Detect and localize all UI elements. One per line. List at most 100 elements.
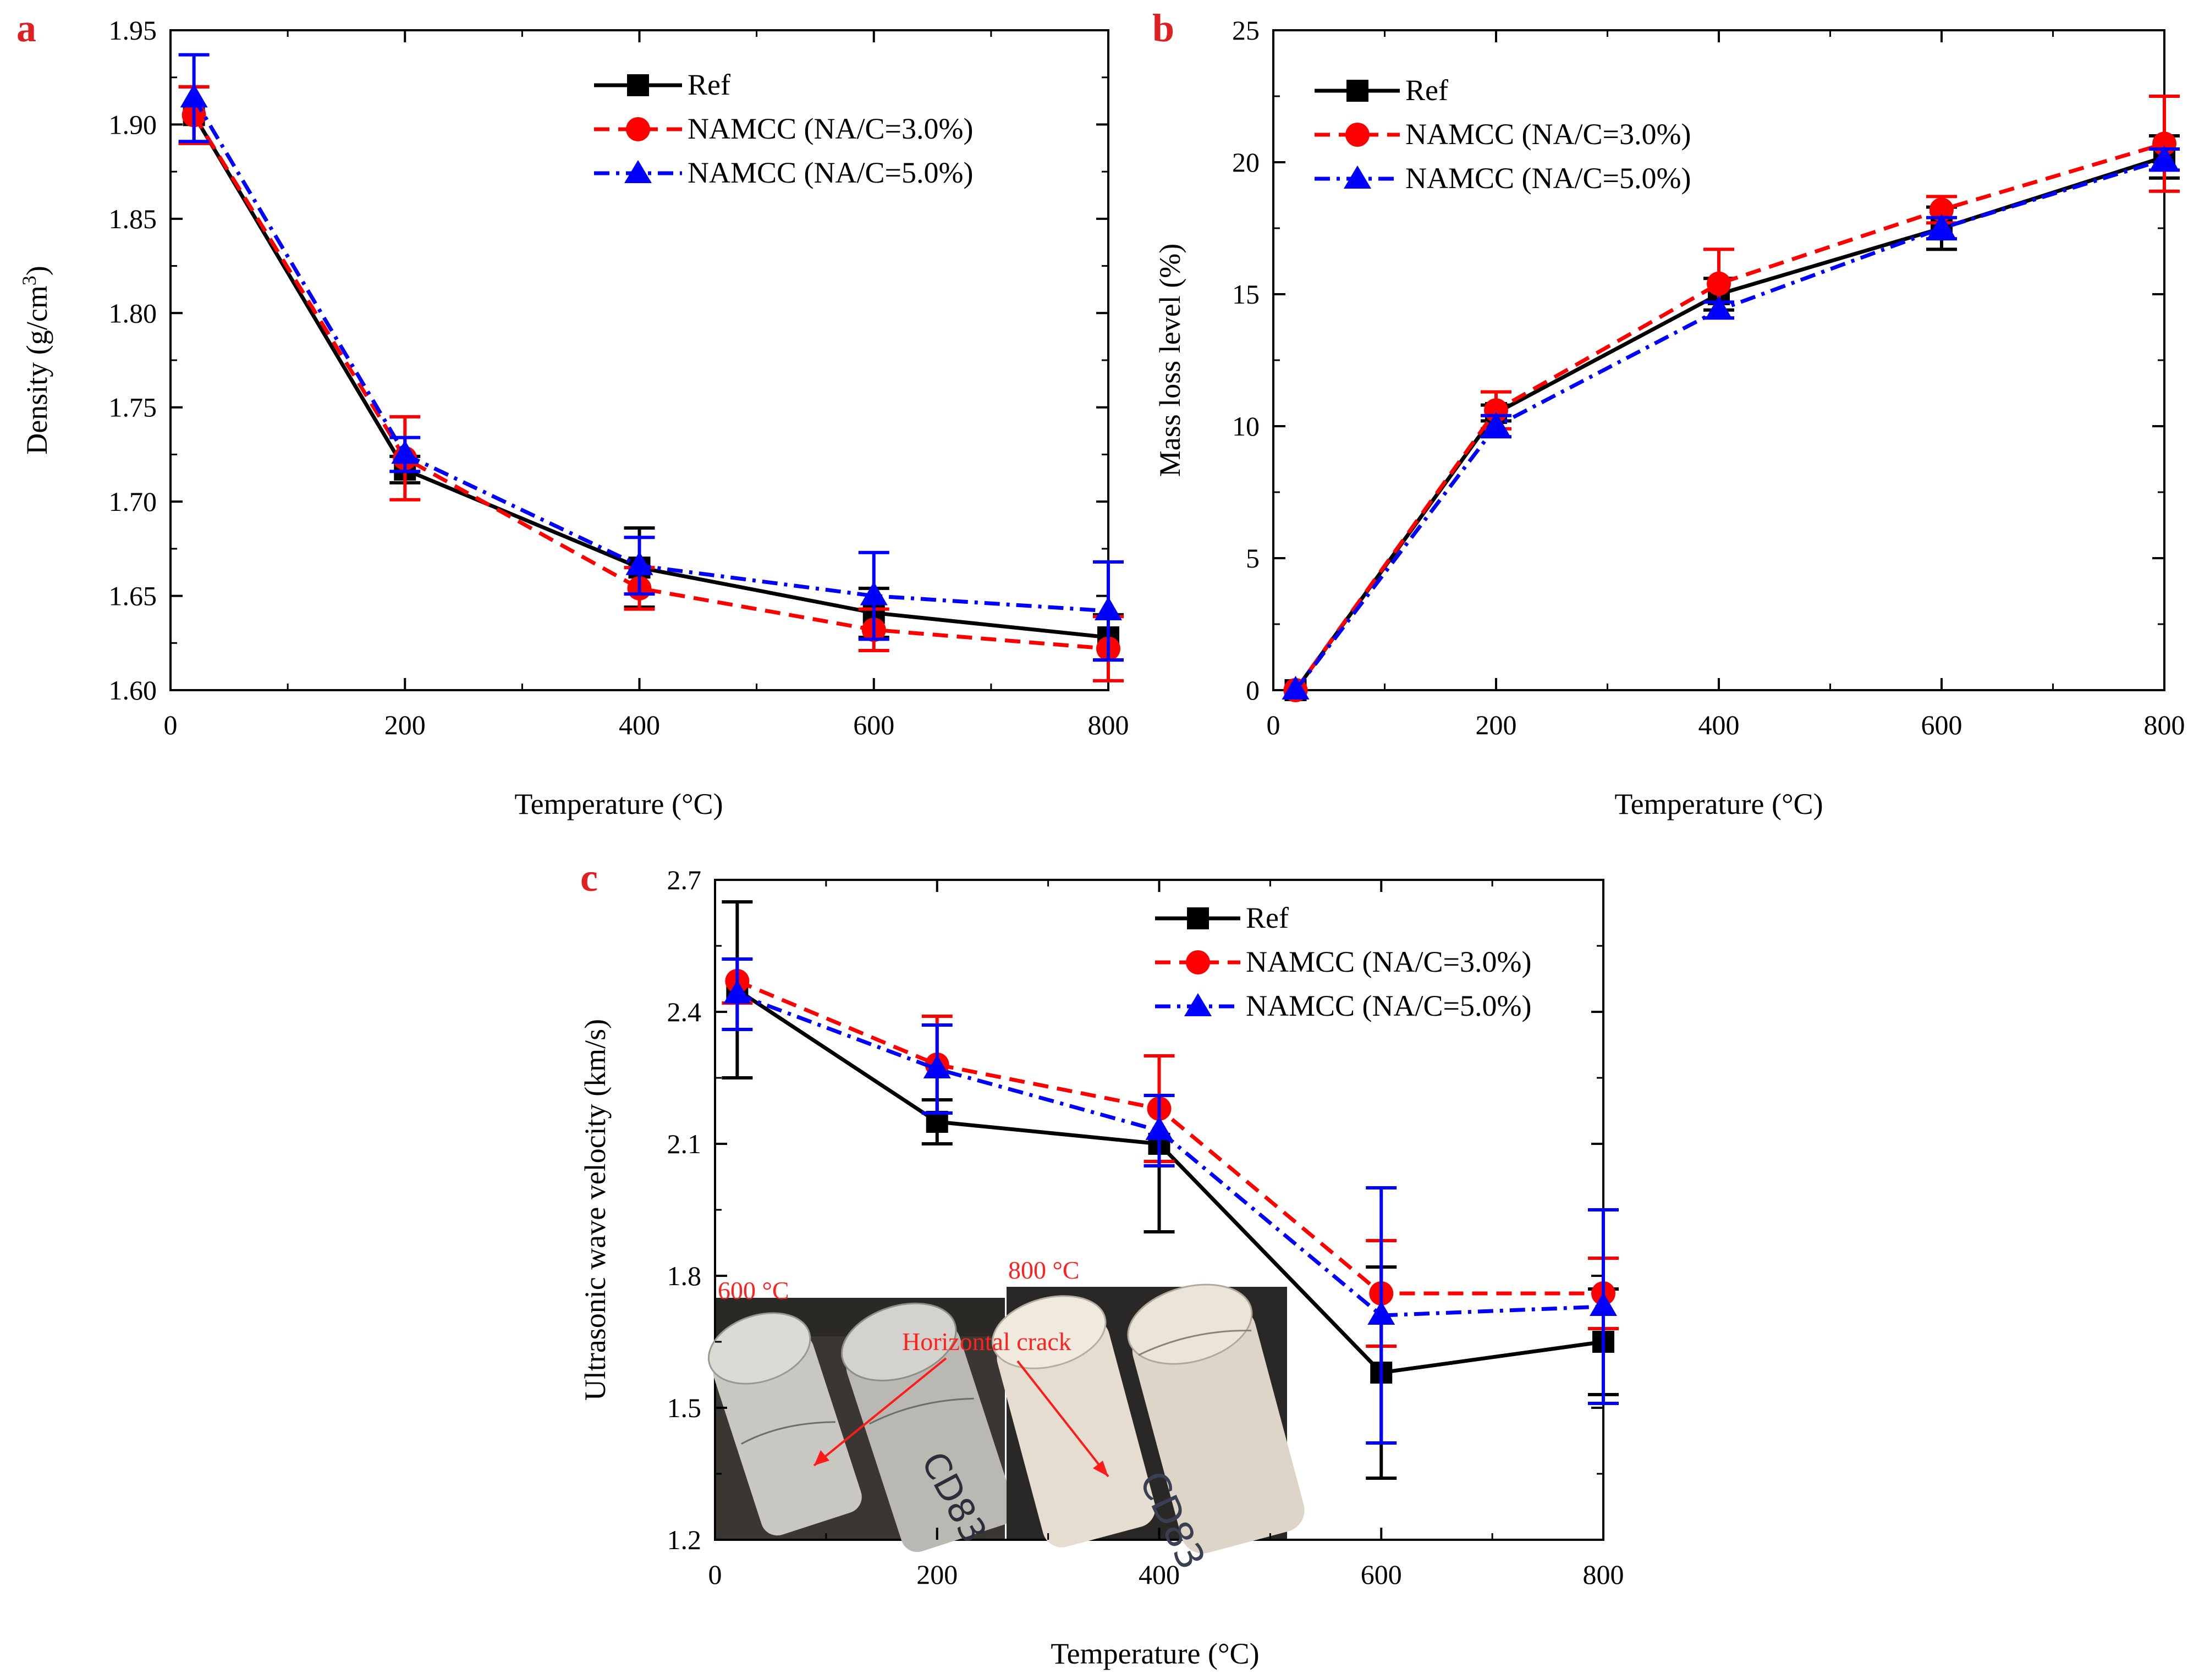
series-ref-b: [1284, 134, 2180, 701]
legend-label-namcc3-a: NAMCC (NA/C=3.0%): [688, 112, 973, 145]
x-tick-label-c-400: 400: [1139, 1559, 1180, 1590]
y-tick-label-a: 1.80: [109, 298, 157, 328]
y-tick-label-c: 2.1: [667, 1128, 702, 1159]
data-point-namcc5-c-800: [1590, 1292, 1617, 1316]
x-axis-label-b: Temperature (°C): [1614, 787, 1823, 820]
x-axis-label-a: Temperature (°C): [514, 787, 723, 820]
x-axis-label-c: Temperature (°C): [1051, 1637, 1259, 1670]
data-point-namcc5-b-200: [1482, 412, 1510, 436]
photo-600c: CD83 600 °C: [707, 1276, 1015, 1552]
legend-label-ref-c: Ref: [1246, 901, 1289, 934]
data-point-namcc5-a-20: [180, 84, 208, 108]
crack-annotation-label: Horizontal crack: [902, 1328, 1071, 1356]
legend-label-namcc5-c: NAMCC (NA/C=5.0%): [1246, 989, 1531, 1022]
photo-label-800c: 800 °C: [1008, 1256, 1080, 1284]
series-line-namcc3-b: [1294, 142, 2165, 692]
y-tick-label-a: 1.90: [109, 109, 157, 140]
series-line-namcc5-c: [736, 992, 1604, 1318]
series-namcc5-b: [1282, 145, 2180, 699]
y-tick-label-b: 20: [1232, 147, 1260, 178]
data-point-namcc5-b-20: [1282, 676, 1310, 699]
series-namcc3-a: [178, 85, 1124, 682]
series-line-ref-b: [1294, 155, 2165, 692]
data-point-namcc3-b-600: [1929, 197, 1954, 222]
x-tick-label-b-0: 0: [1267, 709, 1280, 740]
legend-marker-namcc3-b: [1345, 123, 1370, 147]
x-tick-label-c-600: 600: [1361, 1559, 1402, 1590]
legend-label-namcc5-a: NAMCC (NA/C=5.0%): [688, 156, 973, 189]
axis-ticks-b: 0 200 400 600 800 0 5 10 15 20 25: [1232, 15, 2185, 740]
legend-a: Ref NAMCC (NA/C=3.0%) NAMCC (NA/C=5.0%): [594, 68, 973, 189]
legend-marker-namcc5-a: [624, 160, 652, 183]
series-layer-a: [178, 53, 1124, 682]
x-tick-label-c-0: 0: [708, 1559, 722, 1590]
series-namcc5-c: [722, 957, 1619, 1445]
y-tick-label-a: 1.65: [109, 581, 157, 612]
panel-label-a: a: [17, 6, 36, 50]
axis-ticks-c: 0 200 400 600 800 1.2 1.5 1.8 2.1 2.4 2.7: [667, 864, 1624, 1590]
data-point-namcc5-a-800: [1095, 597, 1122, 620]
crack-arrow-800c: [1016, 1360, 1109, 1478]
x-tick-label-b-400: 400: [1698, 709, 1740, 740]
x-tick-label-b-600: 600: [1921, 709, 1962, 740]
panel-label-b: b: [1152, 6, 1174, 50]
legend-marker-namcc3-a: [626, 117, 650, 141]
data-point-namcc5-a-200: [391, 440, 419, 464]
y-tick-label-c: 1.5: [667, 1392, 702, 1423]
legend-marker-ref-c: [1187, 907, 1209, 929]
x-tick-label-b-800: 800: [2144, 709, 2185, 740]
x-tick-label-a-600: 600: [853, 709, 894, 740]
y-tick-label-a: 1.75: [109, 392, 157, 423]
x-tick-label-a-400: 400: [619, 709, 660, 740]
legend-b: Ref NAMCC (NA/C=3.0%) NAMCC (NA/C=5.0%): [1315, 74, 1691, 195]
data-point-namcc5-a-600: [860, 581, 888, 605]
axis-ticks-a: 0 200 400 600 800 1.60 1.65 1.70 1.75 1.80 1.85 1.9…: [109, 15, 1129, 740]
y-axis-label-a: Density (g/cm3): [18, 266, 53, 454]
x-tick-label-c-800: 800: [1583, 1559, 1624, 1590]
y-axis-label-c: Ultrasonic wave velocity (km/s): [579, 1019, 612, 1401]
data-point-namcc5-b-600: [1928, 214, 1955, 238]
data-point-namcc5-c-600: [1367, 1301, 1395, 1325]
y-tick-label-a: 1.85: [109, 203, 157, 234]
data-point-namcc5-b-800: [2151, 145, 2178, 169]
inset-photos: CD83 600 °C CD83 800 °C: [707, 1256, 1305, 1576]
x-tick-label-a-0: 0: [164, 709, 178, 740]
x-tick-label-a-800: 800: [1088, 709, 1129, 740]
legend-label-namcc3-c: NAMCC (NA/C=3.0%): [1246, 945, 1531, 978]
panel-a-density-chart: 0 200 400 600 800 1.60 1.65 1.70 1.75 1.80 1.85 1.9…: [18, 15, 1129, 820]
crack-annotation: Horizontal crack: [813, 1328, 1109, 1478]
series-layer-c: [722, 900, 1619, 1480]
y-tick-label-b: 15: [1232, 279, 1260, 310]
y-tick-label-a: 1.70: [109, 486, 157, 517]
data-point-namcc5-a-400: [625, 551, 653, 575]
legend-label-namcc5-b: NAMCC (NA/C=5.0%): [1405, 162, 1691, 195]
data-point-namcc5-c-200: [923, 1055, 951, 1078]
y-tick-label-a: 1.95: [109, 15, 157, 46]
data-point-namcc5-c-400: [1145, 1116, 1173, 1140]
series-line-namcc5-b: [1294, 157, 2165, 692]
y-tick-label-c: 1.2: [667, 1524, 702, 1555]
panel-b-mass-loss-chart: 0 200 400 600 800 0 5 10 15 20 25 Temperature (°C)…: [1153, 15, 2185, 820]
x-tick-label-a-200: 200: [384, 709, 426, 740]
y-tick-label-b: 25: [1232, 15, 1260, 46]
y-axis-label-b: Mass loss level (%): [1153, 244, 1186, 477]
data-point-namcc5-b-400: [1705, 295, 1733, 320]
data-point-namcc5-c-20: [723, 980, 751, 1004]
legend-label-ref-b: Ref: [1405, 74, 1448, 107]
panel-c-ultrasonic-chart: CD83 600 °C CD83 800 °C: [579, 864, 1624, 1670]
panel-label-c: c: [580, 856, 598, 900]
y-tick-label-c: 2.4: [667, 996, 702, 1027]
data-point-namcc3-b-400: [1707, 271, 1731, 296]
legend-marker-namcc5-b: [1344, 166, 1371, 189]
legend-c: Ref NAMCC (NA/C=3.0%) NAMCC (NA/C=5.0%): [1155, 901, 1531, 1022]
y-tick-label-b: 0: [1246, 675, 1260, 706]
y-tick-label-a: 1.60: [109, 675, 157, 706]
y-tick-label-c: 1.8: [667, 1260, 702, 1291]
legend-marker-namcc5-c: [1184, 993, 1212, 1016]
legend-marker-ref-b: [1346, 80, 1368, 102]
x-tick-label-c-200: 200: [916, 1559, 958, 1590]
series-layer-b: [1282, 95, 2180, 702]
series-namcc3-b: [1283, 95, 2180, 702]
legend-marker-ref-a: [627, 74, 649, 96]
